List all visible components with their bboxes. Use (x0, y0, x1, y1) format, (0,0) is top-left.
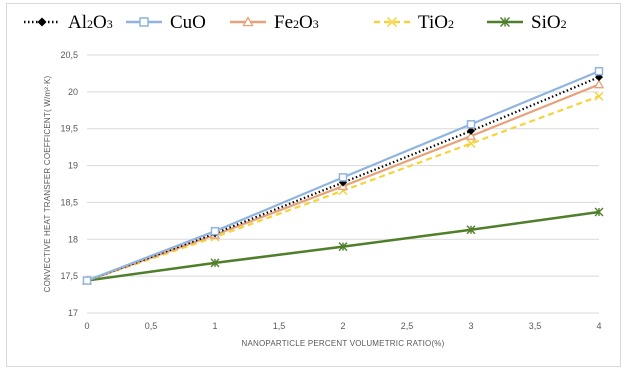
x-tick-label: 2,5 (401, 321, 414, 331)
legend-label: SiO2 (531, 12, 567, 33)
legend-item-sio2: SiO2 (487, 12, 567, 33)
marker-x (466, 138, 476, 148)
x-tick-label: 0 (84, 321, 89, 331)
marker-asterisk (466, 225, 476, 235)
legend-label: Al2O3 (68, 12, 113, 33)
y-tick-label: 17 (68, 308, 78, 318)
x-axis-title: NANOPARTICLE PERCENT VOLUMETRIC RATIO(%) (242, 339, 445, 348)
x-tick-label: 3 (468, 321, 473, 331)
marker-asterisk (500, 17, 510, 27)
marker-triangle (465, 130, 477, 140)
series-cuo (82, 66, 604, 285)
marker-triangle (242, 16, 254, 27)
x-tick-label: 2 (340, 321, 345, 331)
marker-square (210, 226, 220, 236)
x-tick-label: 1 (212, 321, 217, 331)
legend-item-fe2o3: Fe2O3 (230, 12, 319, 33)
marker-square (466, 120, 476, 129)
y-tick-label: 18 (68, 234, 78, 244)
marker-x (386, 16, 398, 28)
x-tick-label: 3,5 (529, 321, 542, 331)
x-tick-label: 0,5 (145, 321, 158, 331)
legend: Al2O3 CuO Fe2O3 TiO2 SiO2 (24, 12, 567, 33)
marker-asterisk (594, 207, 604, 217)
legend-item-cuo: CuO (126, 12, 206, 33)
marker-diamond (37, 17, 47, 27)
legend-label: Fe2O3 (274, 12, 319, 33)
series-sio2 (82, 207, 604, 286)
chart-frame (6, 3, 621, 367)
legend-label: TiO2 (418, 12, 454, 33)
x-tick-label: 4 (596, 321, 601, 331)
marker-square (338, 173, 348, 182)
legend-label: CuO (170, 12, 206, 33)
marker-diamond (467, 126, 475, 135)
y-tick-label: 19,5 (60, 124, 78, 134)
marker-asterisk (338, 242, 348, 252)
legend-item-tio2: TiO2 (374, 12, 454, 33)
x-tick-label: 1,5 (273, 321, 286, 331)
marker-square (594, 66, 604, 76)
y-tick-label: 20,5 (60, 50, 78, 60)
marker-triangle (593, 79, 605, 89)
y-tick-label: 18,5 (60, 197, 78, 207)
marker-square (82, 276, 92, 285)
marker-x (594, 91, 604, 101)
marker-asterisk (210, 258, 220, 268)
y-tick-label: 19 (68, 161, 78, 171)
y-tick-label: 17,5 (60, 271, 78, 281)
legend-item-al2o3: Al2O3 (24, 12, 113, 33)
y-axis-title: CONVECTIVE HEAT TRANSFER COEFFICENT( W/m… (43, 75, 52, 292)
marker-square (139, 17, 149, 27)
y-tick-label: 20 (68, 87, 78, 97)
